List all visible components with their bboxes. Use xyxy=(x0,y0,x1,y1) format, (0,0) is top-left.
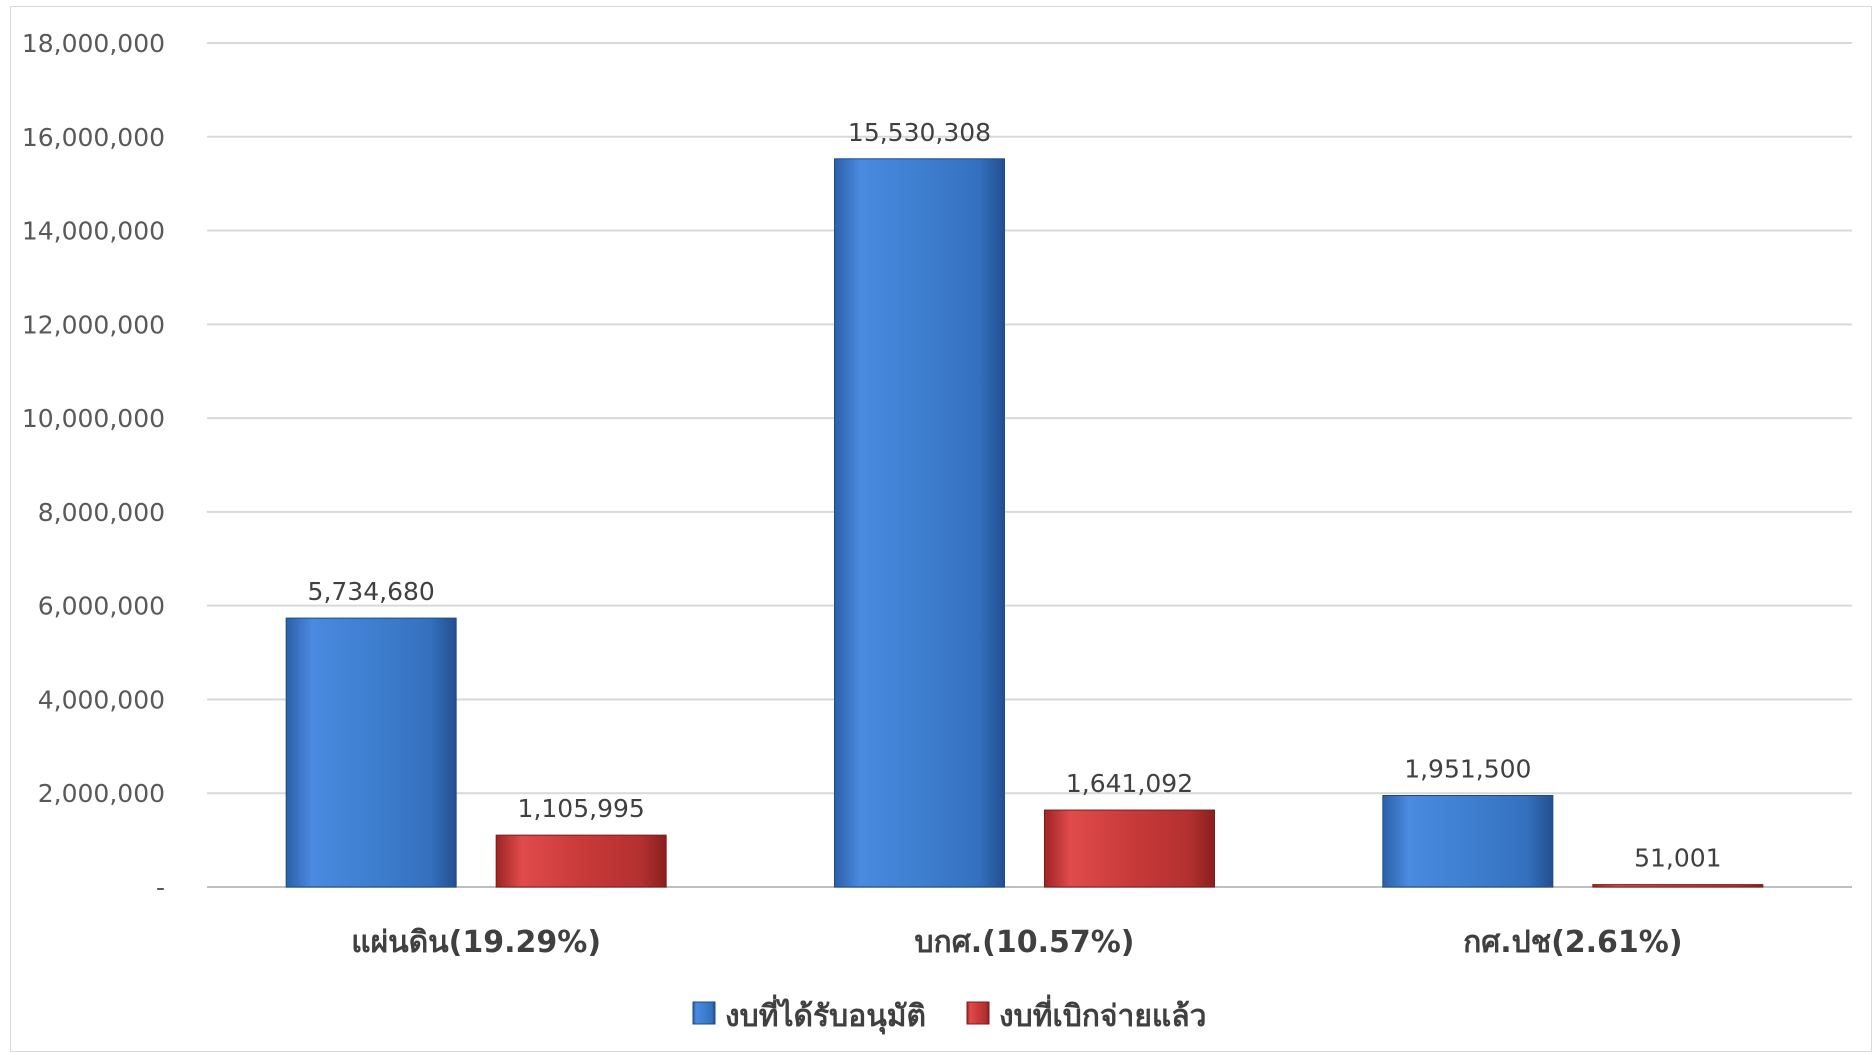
bar-approved-0 xyxy=(285,617,457,888)
legend-swatch-0 xyxy=(692,1001,716,1025)
y-tick-label: 10,000,000 xyxy=(22,404,165,433)
y-tick-label: 8,000,000 xyxy=(38,498,165,527)
grid-lines xyxy=(207,42,1852,888)
y-tick-label: - xyxy=(156,873,165,902)
y-tick-label: 2,000,000 xyxy=(38,779,165,808)
y-tick-label: 14,000,000 xyxy=(22,217,165,246)
y-tick-label: 6,000,000 xyxy=(38,592,165,621)
y-axis-ticks: - 2,000,000 4,000,000 6,000,000 8,000,000 10,… xyxy=(22,29,165,902)
x-category-label: บกศ.(10.57%) xyxy=(914,925,1134,960)
bar-disbursed-0 xyxy=(495,834,667,888)
data-label: 1,951,500 xyxy=(1404,754,1531,783)
y-tick-label: 18,000,000 xyxy=(22,29,165,58)
data-label: 5,734,680 xyxy=(308,577,435,606)
y-tick-label: 12,000,000 xyxy=(22,310,165,339)
legend: งบที่ได้รับอนุมัติ งบที่เบิกจ่ายแล้ว xyxy=(692,994,1207,1035)
bar-disbursed-2 xyxy=(1592,884,1764,888)
legend-label: งบที่เบิกจ่ายแล้ว xyxy=(999,994,1207,1034)
legend-swatch-1 xyxy=(966,1001,990,1025)
x-axis-categories: แผ่นดิน(19.29%) บกศ.(10.57%) กศ.ปช(2.61%) xyxy=(351,925,1682,960)
bar-approved-1 xyxy=(834,158,1005,888)
data-labels: 5,734,680 1,105,995 15,530,308 1,641,092 1,9… xyxy=(308,118,1722,873)
y-tick-label: 16,000,000 xyxy=(22,123,165,152)
x-category-label: แผ่นดิน(19.29%) xyxy=(351,925,601,960)
data-label: 1,641,092 xyxy=(1066,769,1193,798)
x-category-label: กศ.ปช(2.61%) xyxy=(1463,925,1683,960)
y-tick-label: 4,000,000 xyxy=(38,685,165,714)
bar-disbursed-1 xyxy=(1044,809,1215,888)
data-label: 51,001 xyxy=(1634,844,1721,873)
data-label: 15,530,308 xyxy=(848,118,991,147)
data-label: 1,105,995 xyxy=(518,794,645,823)
legend-label: งบที่ได้รับอนุมัติ xyxy=(725,994,926,1035)
bar-approved-2 xyxy=(1382,794,1554,888)
bars xyxy=(285,158,1764,888)
